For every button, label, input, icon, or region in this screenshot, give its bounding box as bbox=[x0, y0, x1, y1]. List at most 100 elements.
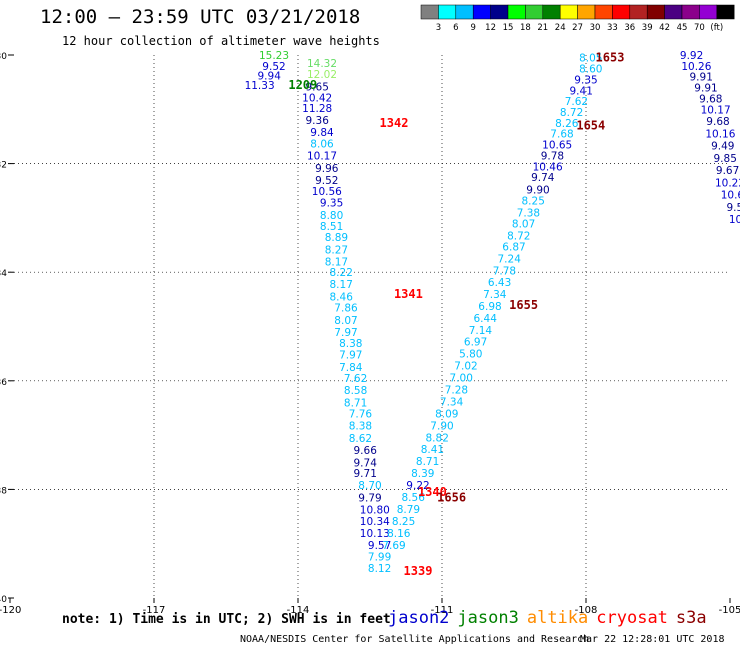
colorbar-label: 36 bbox=[624, 23, 635, 33]
y-tick-label: -36 bbox=[0, 378, 7, 388]
wave-height-label: 9.35 bbox=[320, 198, 343, 210]
colorbar-label: 30 bbox=[590, 23, 601, 33]
wave-height-label: 8.72 bbox=[507, 230, 530, 242]
legend-item-cryosat: cryosat bbox=[596, 608, 668, 628]
pass-time-label: 1654 bbox=[576, 119, 605, 133]
wave-height-label: 8.05 bbox=[579, 53, 602, 65]
wave-height-label: 8.22 bbox=[330, 267, 353, 279]
wave-height-label: 8.27 bbox=[325, 244, 348, 256]
colorbar-swatch bbox=[594, 4, 613, 20]
x-tick-label: -105 bbox=[719, 605, 740, 616]
page-title: 12:00 – 23:59 UTC 03/21/2018 bbox=[40, 6, 361, 28]
wave-height-label: 9.68 bbox=[706, 116, 729, 128]
wave-height-label: 10. bbox=[729, 214, 740, 226]
time-labels: 1209 1342 1341 1340 1339 1653 1654 1655 1656 bbox=[288, 51, 624, 578]
y-tick-label: -32 bbox=[0, 161, 7, 171]
wave-height-label: 10.46 bbox=[533, 161, 563, 173]
wave-height-label: 8.25 bbox=[392, 516, 415, 528]
wave-height-label: 10.65 bbox=[542, 140, 572, 152]
pass-time-label: 1656 bbox=[437, 491, 466, 505]
wave-height-label: 8.71 bbox=[344, 398, 367, 410]
pass-time-label: 1655 bbox=[509, 298, 538, 312]
wave-height-label: 8.38 bbox=[339, 338, 362, 350]
colorbar-label: 21 bbox=[537, 23, 548, 33]
footer-timestamp: Mar 22 12:28:01 UTC 2018 bbox=[580, 634, 725, 645]
wave-height-label: 7.00 bbox=[450, 373, 473, 385]
colorbar-label: 33 bbox=[607, 23, 618, 33]
pass-time-label: 1653 bbox=[596, 51, 625, 65]
wave-height-label: 7.34 bbox=[440, 396, 464, 408]
wave-height-label: 10.56 bbox=[312, 186, 342, 198]
wave-height-label: 6.98 bbox=[478, 301, 501, 313]
colorbar-swatch bbox=[577, 4, 596, 20]
wave-height-label: 10.13 bbox=[360, 528, 390, 540]
colorbar-swatch bbox=[490, 4, 509, 20]
wave-height-label: 6.44 bbox=[474, 313, 498, 325]
wave-height-label: 11.33 bbox=[245, 80, 275, 92]
colorbar-label: 9 bbox=[470, 23, 475, 33]
wave-height-label: 9.57 bbox=[368, 540, 391, 552]
y-tick-label: -30 bbox=[0, 52, 7, 62]
wave-height-label: 5.80 bbox=[459, 349, 482, 361]
wave-height-label: 9.52 bbox=[315, 175, 338, 187]
wave-height-label: 15.23 bbox=[259, 50, 289, 62]
colorbar-swatch bbox=[438, 4, 457, 20]
footer-note: note: 1) Time is in UTC; 2) SWH is in fe… bbox=[62, 612, 391, 627]
wave-height-label: 7.62 bbox=[565, 96, 588, 108]
wave-height-label: 9.65 bbox=[306, 81, 329, 93]
wave-height-label: 10.22 bbox=[715, 178, 740, 190]
y-tick-label: -40 bbox=[0, 595, 7, 605]
wave-height-label: 9.68 bbox=[699, 93, 722, 105]
wave-height-label: 9.71 bbox=[354, 468, 377, 480]
wave-height-label: 7.69 bbox=[382, 540, 405, 552]
wave-height-label: 10.42 bbox=[302, 92, 332, 104]
colorbar-label: 27 bbox=[572, 23, 583, 33]
wave-height-label: 9.36 bbox=[306, 115, 330, 127]
wave-height-label: 8.80 bbox=[320, 210, 343, 222]
wave-height-label: 6.97 bbox=[464, 337, 487, 349]
pass-time-label: 1340 bbox=[418, 485, 447, 499]
legend-item-altika: altika bbox=[526, 608, 589, 628]
y-tick-label: -34 bbox=[0, 269, 7, 279]
wave-height-label: 9.22 bbox=[406, 480, 429, 492]
wave-height-label: 9.78 bbox=[541, 150, 564, 162]
legend-item-jason2: jason2 bbox=[388, 608, 450, 628]
x-tick-label: -108 bbox=[575, 605, 598, 616]
wave-height-label: 7.34 bbox=[483, 289, 507, 301]
x-tick-label: -111 bbox=[431, 605, 454, 616]
colorbar-label: 39 bbox=[642, 23, 653, 33]
colorbar-label: 6 bbox=[453, 23, 458, 33]
wave-height-label: 9.91 bbox=[694, 83, 717, 95]
wave-height-label: 10.6 bbox=[721, 190, 740, 202]
wave-height-label: 8.72 bbox=[560, 107, 583, 119]
wave-height-label: 8.41 bbox=[421, 444, 444, 456]
wave-height-label: 10.26 bbox=[681, 61, 711, 73]
wave-height-label: 9.49 bbox=[711, 141, 734, 153]
wave-height-label: 9.79 bbox=[358, 493, 381, 505]
colorbar-swatch bbox=[681, 4, 700, 20]
wave-height-label: 8.12 bbox=[368, 563, 391, 575]
x-tick-label: -117 bbox=[143, 605, 166, 616]
wave-height-label: 8.71 bbox=[416, 456, 439, 468]
data-labels: 15.239.529.9411.3314.3212.029.6510.4211.… bbox=[245, 50, 740, 575]
wave-height-label: 7.99 bbox=[368, 552, 391, 564]
wave-height-label: 9.74 bbox=[354, 457, 378, 469]
wave-height-label: 8.56 bbox=[402, 492, 426, 504]
colorbar-swatch bbox=[420, 4, 439, 20]
colorbar-swatch bbox=[646, 4, 665, 20]
colorbar-swatch bbox=[455, 4, 474, 20]
wave-height-label: 9.35 bbox=[574, 74, 597, 86]
wave-height-label: 7.84 bbox=[339, 362, 363, 374]
wave-height-label: 7.14 bbox=[469, 325, 493, 337]
pass-time-label: 1339 bbox=[404, 564, 433, 578]
wave-height-label: 9.85 bbox=[714, 153, 737, 165]
wave-height-label: 10.80 bbox=[360, 504, 390, 516]
wave-height-label: 7.86 bbox=[334, 302, 358, 314]
colorbar-label: 3 bbox=[436, 23, 441, 33]
colorbar-label: 24 bbox=[555, 23, 566, 33]
wave-height-label: 8.58 bbox=[344, 385, 367, 397]
wave-height-label: 9.66 bbox=[354, 445, 378, 457]
wave-height-label: 7.97 bbox=[334, 327, 357, 339]
footer-credit: NOAA/NESDIS Center for Satellite Applica… bbox=[240, 634, 590, 645]
